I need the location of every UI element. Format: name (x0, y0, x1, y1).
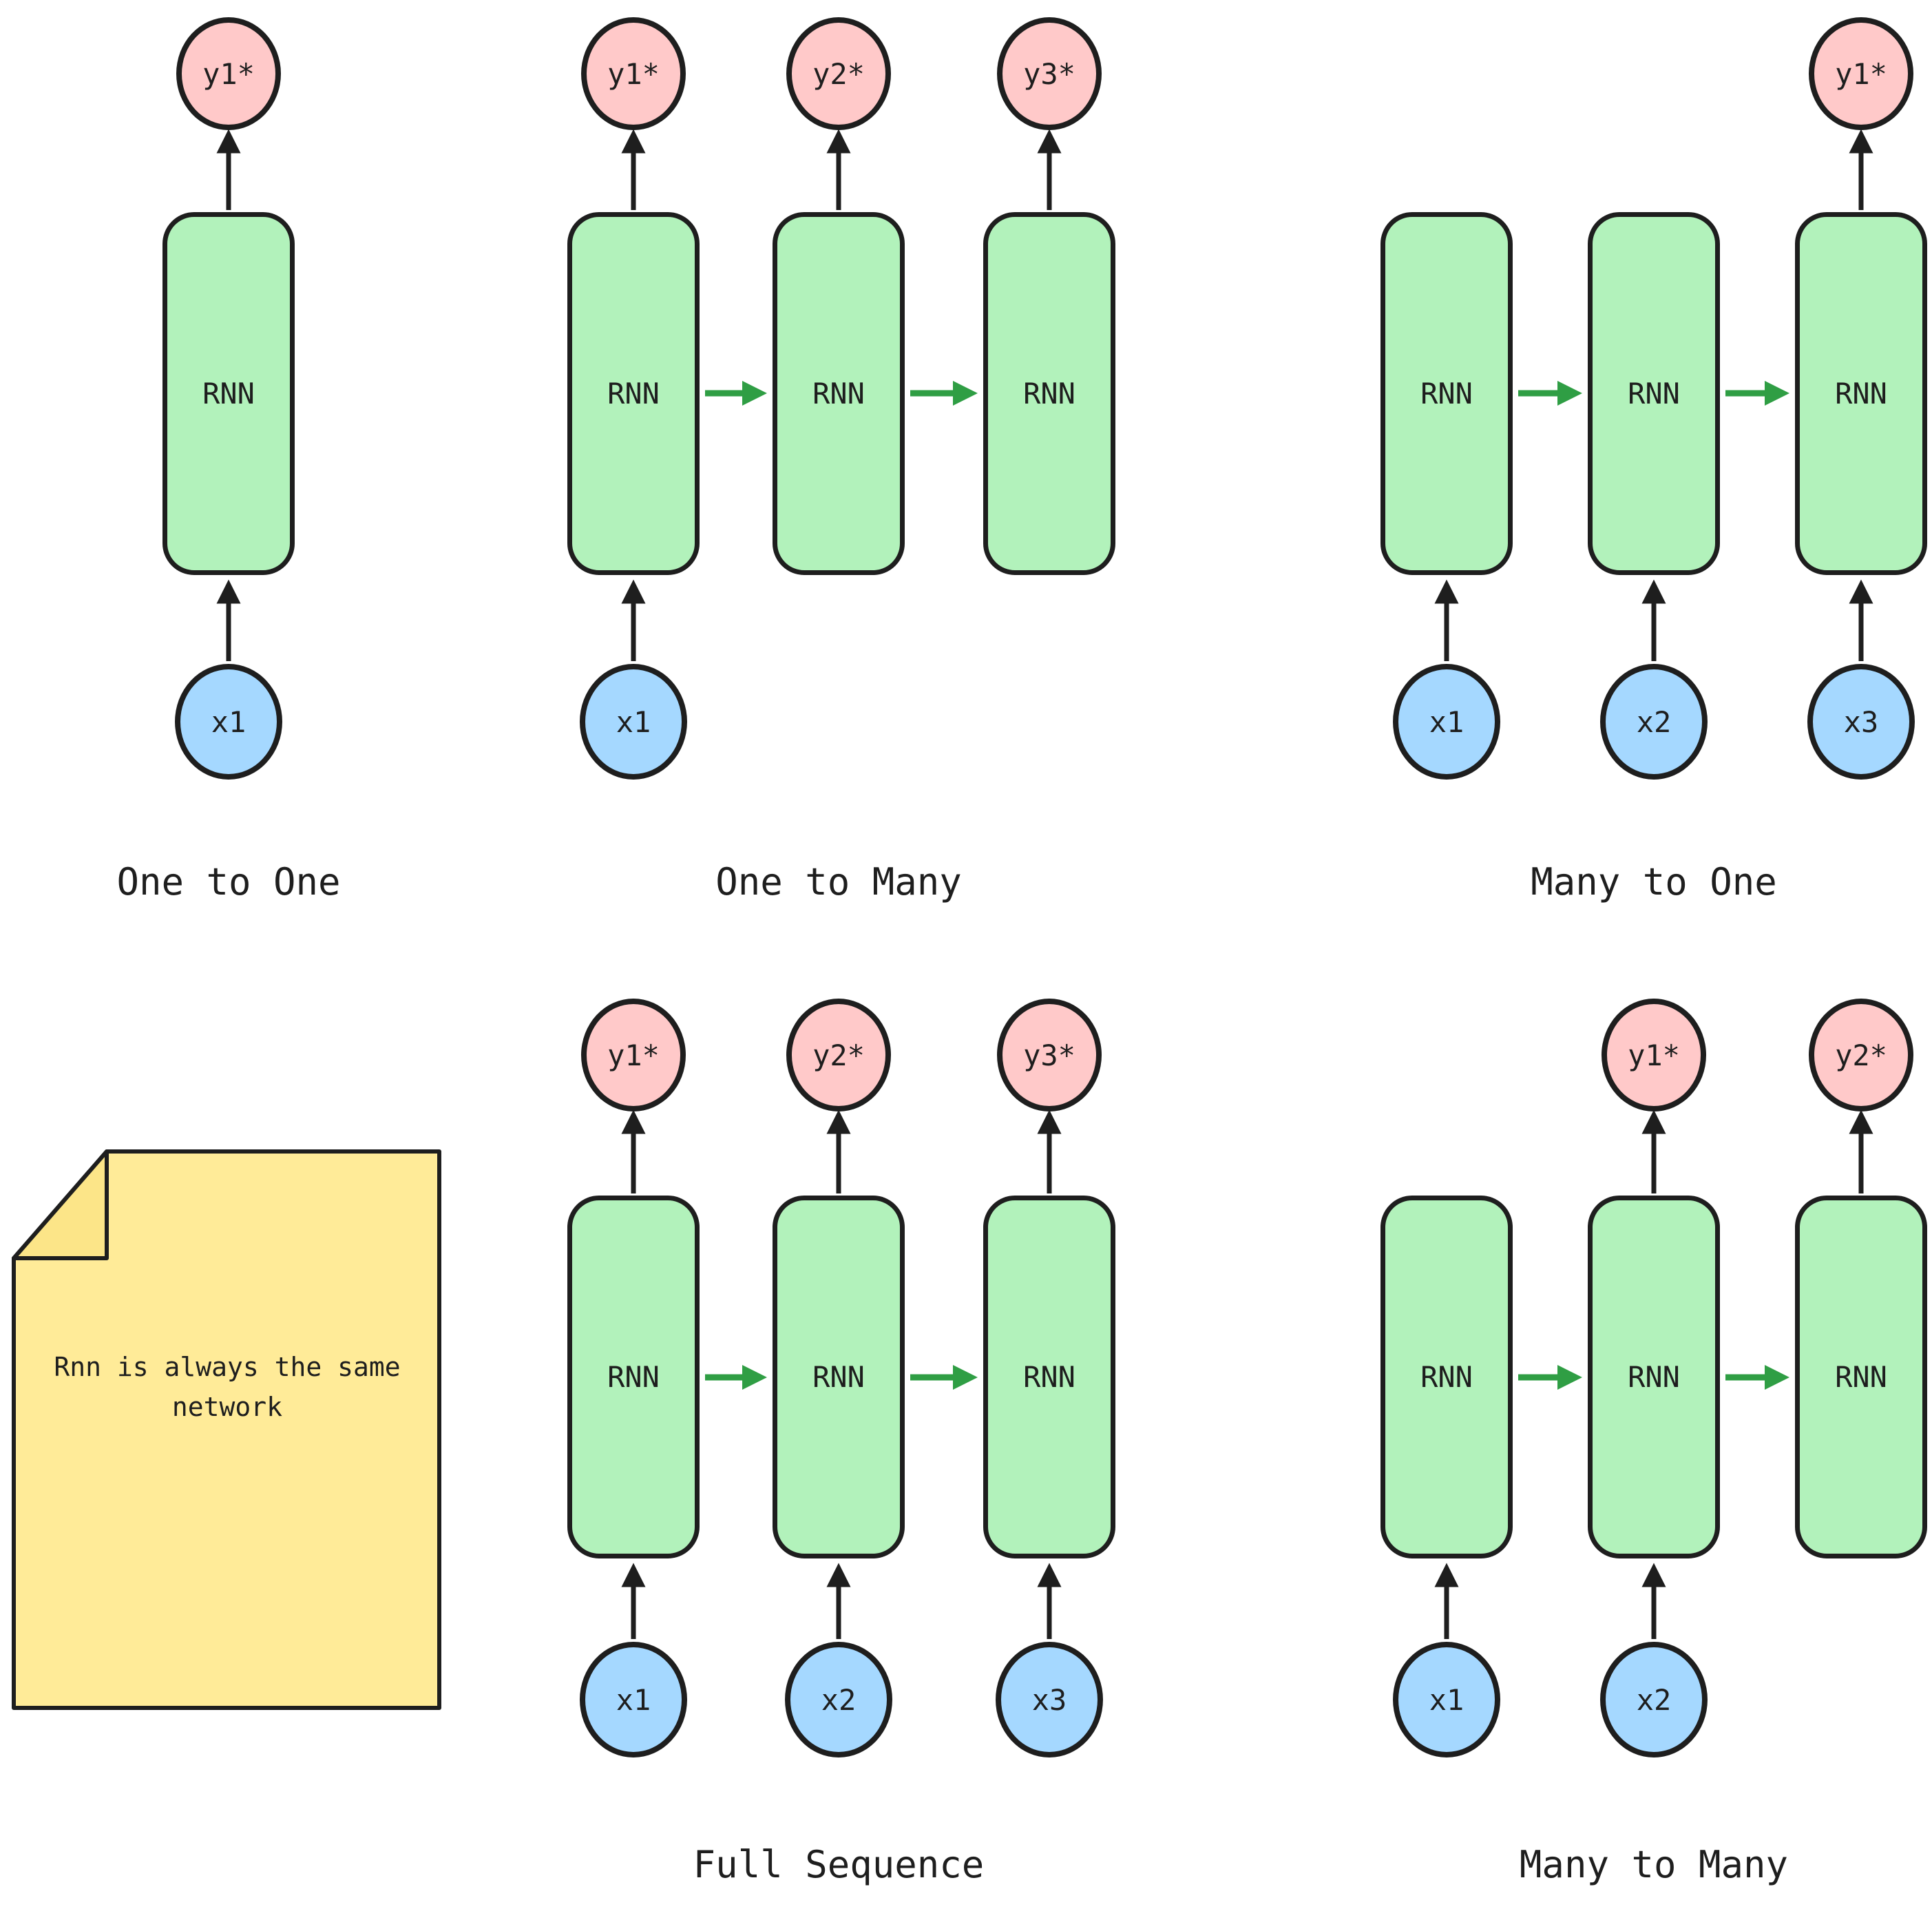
one-to-one-rnn-box-1: RNN (162, 212, 295, 575)
one-to-many-rnn-box-2: RNN (773, 212, 905, 575)
many-to-many-input-node-x1: x1 (1393, 1642, 1500, 1757)
output-node-label: y1* (607, 56, 660, 91)
input-node-label: x3 (1031, 1682, 1067, 1717)
output-node-label: y2* (812, 1038, 865, 1072)
output-node-label: y2* (1835, 1038, 1887, 1072)
one-to-many-rnn-box-1: RNN (567, 212, 700, 575)
many-to-one-input-node-x3: x3 (1807, 664, 1915, 780)
input-node-label: x1 (1429, 1682, 1464, 1717)
full-sequence-input-node-x1: x1 (580, 1642, 687, 1757)
one-to-many-output-node-y3: y3* (997, 17, 1102, 130)
rnn-box-label: RNN (812, 1360, 865, 1394)
full-sequence-rnn-box-1: RNN (567, 1196, 700, 1558)
rnn-box-label: RNN (1023, 377, 1075, 410)
full-sequence-output-node-y1: y1* (581, 999, 686, 1112)
output-node-label: y1* (607, 1038, 660, 1072)
many-to-many-output-node-y1: y1* (1602, 999, 1706, 1112)
one-to-many-output-node-y1: y1* (581, 17, 686, 130)
many-to-one-title: Many to One (1531, 860, 1777, 904)
input-node-label: x2 (821, 1682, 857, 1717)
rnn-box-label: RNN (607, 377, 660, 410)
output-node-label: y1* (1628, 1038, 1680, 1072)
sticky-note-folded-corner (12, 1149, 109, 1260)
full-sequence-title: Full Sequence (693, 1843, 985, 1886)
many-to-many-rnn-box-1: RNN (1380, 1196, 1513, 1558)
input-node-label: x1 (1429, 705, 1464, 739)
output-node-label: y1* (202, 56, 255, 91)
rnn-box-label: RNN (1835, 377, 1887, 410)
output-node-label: y3* (1023, 56, 1075, 91)
one-to-many-output-node-y2: y2* (786, 17, 891, 130)
many-to-many-input-node-x2: x2 (1600, 1642, 1708, 1757)
full-sequence-rnn-box-2: RNN (773, 1196, 905, 1558)
many-to-many-output-node-y2: y2* (1809, 999, 1913, 1112)
full-sequence-output-node-y2: y2* (786, 999, 891, 1112)
many-to-one-input-node-x1: x1 (1393, 664, 1500, 780)
rnn-box-label: RNN (1628, 1360, 1680, 1394)
one-to-one-output-node-y1: y1* (176, 17, 281, 130)
one-to-many-rnn-box-3: RNN (983, 212, 1115, 575)
input-node-label: x1 (616, 705, 651, 739)
input-node-label: x3 (1843, 705, 1879, 739)
many-to-many-title: Many to Many (1519, 1843, 1789, 1886)
sticky-note (12, 1149, 441, 1710)
one-to-many-title: One to Many (715, 860, 962, 904)
output-node-label: y3* (1023, 1038, 1075, 1072)
many-to-many-rnn-box-3: RNN (1795, 1196, 1927, 1558)
output-node-label: y1* (1835, 56, 1887, 91)
one-to-one-title: One to One (116, 860, 341, 904)
sticky-note-line-1: Rnn is always the same (54, 1352, 401, 1382)
many-to-one-rnn-box-1: RNN (1380, 212, 1513, 575)
one-to-many-input-node-x1: x1 (580, 664, 687, 780)
many-to-one-input-node-x2: x2 (1600, 664, 1708, 780)
many-to-one-rnn-box-3: RNN (1795, 212, 1927, 575)
many-to-one-output-node-y1: y1* (1809, 17, 1913, 130)
full-sequence-rnn-box-3: RNN (983, 1196, 1115, 1558)
one-to-one-input-node-x1: x1 (175, 664, 282, 780)
rnn-box-label: RNN (812, 377, 865, 410)
input-node-label: x2 (1636, 1682, 1672, 1717)
rnn-box-label: RNN (1835, 1360, 1887, 1394)
many-to-many-rnn-box-2: RNN (1588, 1196, 1720, 1558)
rnn-box-label: RNN (1420, 377, 1473, 410)
rnn-box-label: RNN (607, 1360, 660, 1394)
rnn-box-label: RNN (1023, 1360, 1075, 1394)
input-node-label: x1 (211, 705, 246, 739)
rnn-box-label: RNN (202, 377, 255, 410)
rnn-box-label: RNN (1420, 1360, 1473, 1394)
full-sequence-input-node-x2: x2 (785, 1642, 892, 1757)
sticky-note-line-2: network (171, 1392, 283, 1422)
input-node-label: x2 (1636, 705, 1672, 739)
sticky-note-text: Rnn is always the same network (28, 1347, 427, 1427)
many-to-one-rnn-box-2: RNN (1588, 212, 1720, 575)
full-sequence-input-node-x3: x3 (996, 1642, 1103, 1757)
rnn-box-label: RNN (1628, 377, 1680, 410)
input-node-label: x1 (616, 1682, 651, 1717)
full-sequence-output-node-y3: y3* (997, 999, 1102, 1112)
output-node-label: y2* (812, 56, 865, 91)
